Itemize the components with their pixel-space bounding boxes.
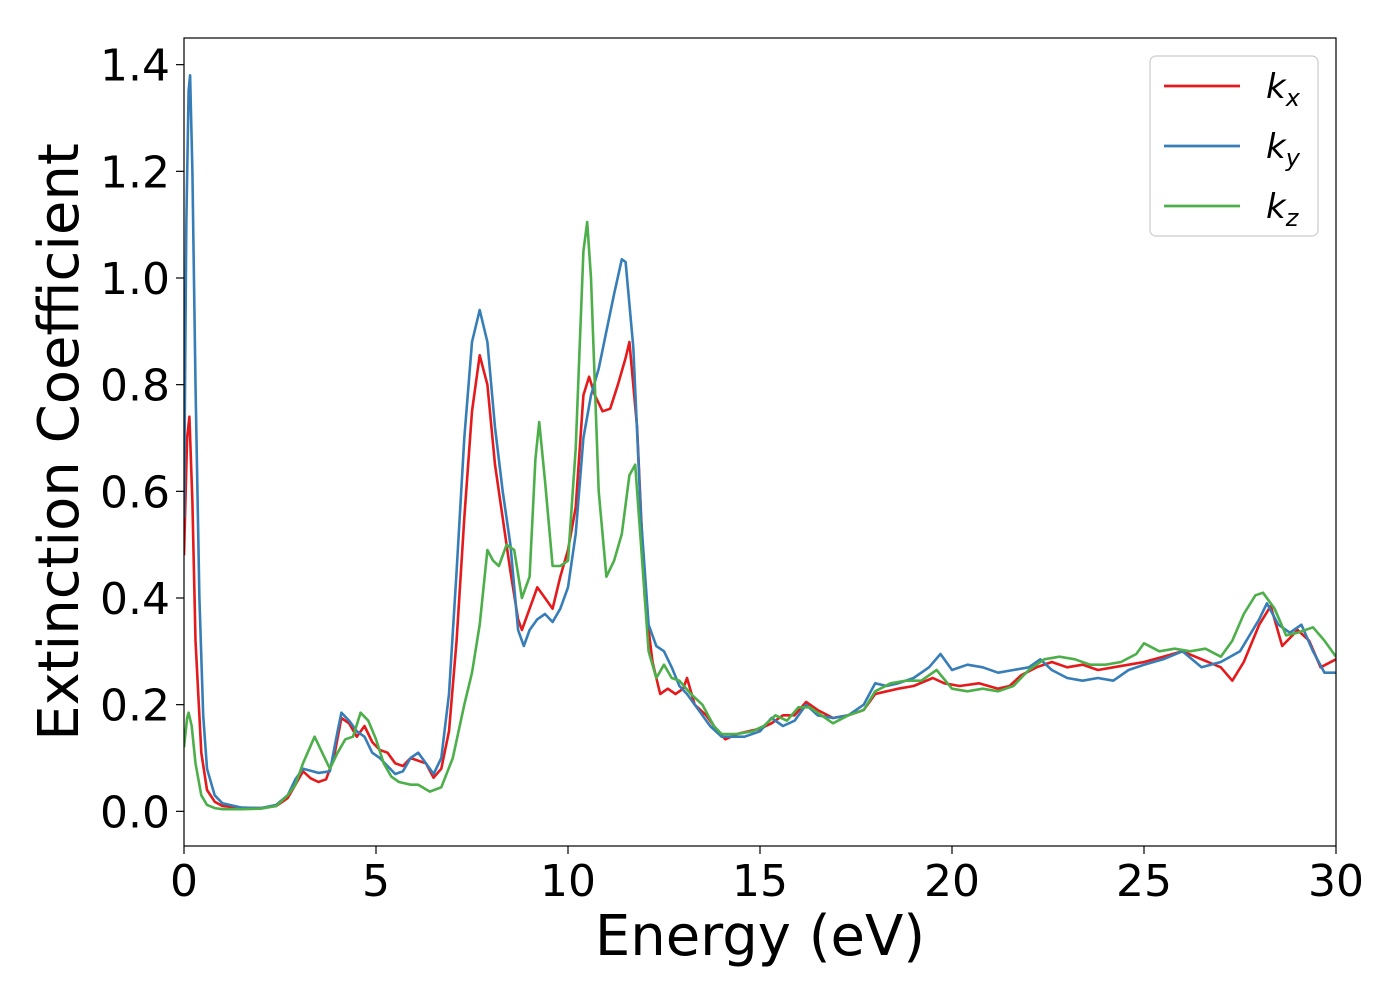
x-tick-label: 10 [540, 856, 596, 907]
series-layer [184, 74, 1336, 811]
y-tick-label: 1.4 [100, 41, 170, 92]
series-line-y [184, 74, 1336, 810]
x-tick-label: 5 [362, 856, 390, 907]
legend-label-y: ky [1266, 127, 1301, 172]
y-tick-label: 0.6 [100, 467, 170, 518]
y-tick-label: 0.4 [100, 574, 170, 625]
x-tick-label: 30 [1308, 856, 1364, 907]
legend: kx ky kz [1149, 55, 1319, 237]
x-tick-label: 15 [732, 856, 788, 907]
legend-label-x: kx [1266, 67, 1301, 112]
x-tick-label: 20 [924, 856, 980, 907]
y-tick-label: 0.8 [100, 361, 170, 412]
x-tick-label: 25 [1116, 856, 1172, 907]
x-axis-ticks: 0 5 10 15 20 25 30 [170, 846, 1364, 907]
x-tick-label: 0 [170, 856, 198, 907]
y-tick-label: 1.0 [100, 254, 170, 305]
series-line-z [184, 220, 1336, 811]
y-axis-ticks: 0.0 0.2 0.4 0.6 0.8 1.0 1.2 1.4 [100, 41, 184, 838]
series-line-x [184, 340, 1336, 810]
y-tick-label: 1.2 [100, 147, 170, 198]
x-axis-title: Energy (eV) [595, 904, 925, 969]
y-tick-label: 0.2 [100, 681, 170, 732]
y-axis-title: Extinction Coefficient [27, 143, 92, 741]
y-tick-label: 0.0 [100, 787, 170, 838]
legend-label-z: kz [1266, 187, 1300, 232]
